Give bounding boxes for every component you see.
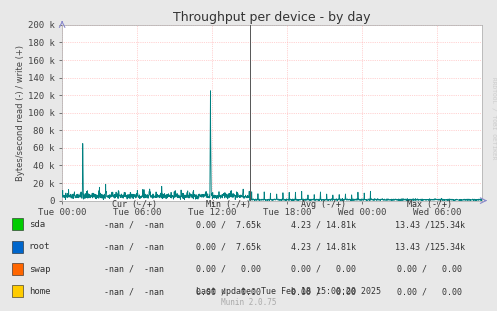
Text: home: home	[29, 287, 50, 296]
Text: -nan /  -nan: -nan / -nan	[104, 220, 164, 229]
Text: RRDTOOL / TOBI OETIKER: RRDTOOL / TOBI OETIKER	[491, 77, 496, 160]
Text: 13.43 /125.34k: 13.43 /125.34k	[395, 243, 465, 251]
Text: 0.00 /   0.00: 0.00 / 0.00	[291, 287, 355, 296]
Y-axis label: Bytes/second read (-) / write (+): Bytes/second read (-) / write (+)	[16, 45, 25, 181]
Text: Min (-/+): Min (-/+)	[206, 200, 251, 209]
Text: 4.23 / 14.81k: 4.23 / 14.81k	[291, 243, 355, 251]
Text: Cur (-/+): Cur (-/+)	[112, 200, 157, 209]
Text: Last update: Tue Feb 18 15:00:20 2025: Last update: Tue Feb 18 15:00:20 2025	[196, 287, 381, 296]
Text: 0.00 /  7.65k: 0.00 / 7.65k	[196, 220, 261, 229]
Text: Max (-/+): Max (-/+)	[408, 200, 452, 209]
Text: -nan /  -nan: -nan / -nan	[104, 265, 164, 274]
Text: swap: swap	[29, 265, 50, 274]
Text: 0.00 /   0.00: 0.00 / 0.00	[398, 265, 462, 274]
Text: sda: sda	[29, 220, 45, 229]
Text: 0.00 /  7.65k: 0.00 / 7.65k	[196, 243, 261, 251]
Text: 0.00 /   0.00: 0.00 / 0.00	[196, 287, 261, 296]
Text: -nan /  -nan: -nan / -nan	[104, 287, 164, 296]
Text: root: root	[29, 243, 50, 251]
Text: 0.00 /   0.00: 0.00 / 0.00	[291, 265, 355, 274]
Text: 0.00 /   0.00: 0.00 / 0.00	[398, 287, 462, 296]
Title: Throughput per device - by day: Throughput per device - by day	[173, 11, 371, 24]
Text: 0.00 /   0.00: 0.00 / 0.00	[196, 265, 261, 274]
Text: -nan /  -nan: -nan / -nan	[104, 243, 164, 251]
Text: 4.23 / 14.81k: 4.23 / 14.81k	[291, 220, 355, 229]
Text: Munin 2.0.75: Munin 2.0.75	[221, 298, 276, 307]
Text: Avg (-/+): Avg (-/+)	[301, 200, 345, 209]
Text: 13.43 /125.34k: 13.43 /125.34k	[395, 220, 465, 229]
